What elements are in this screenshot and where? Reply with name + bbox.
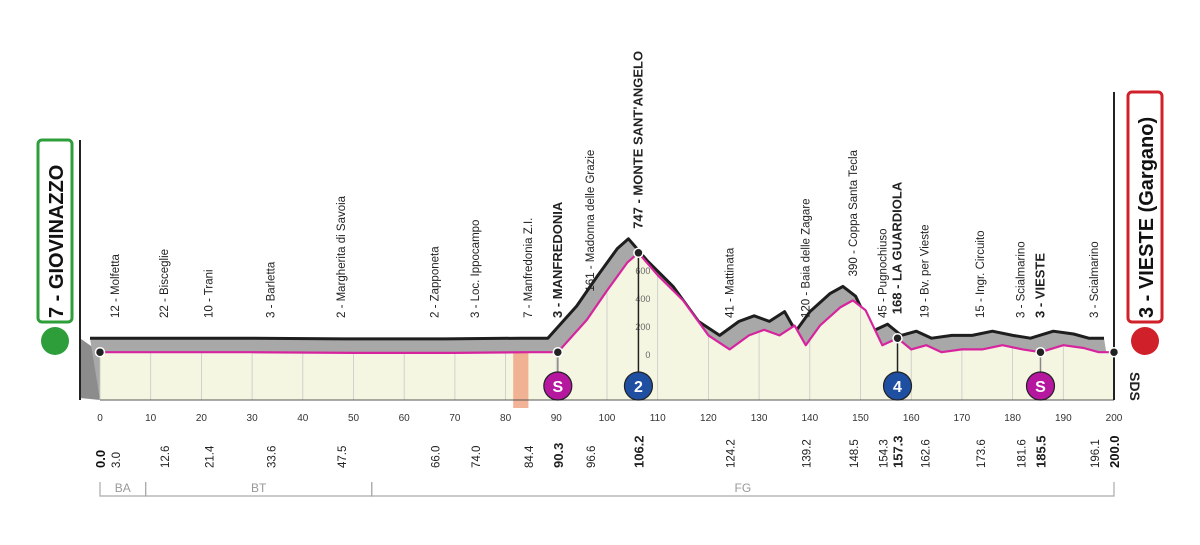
waypoint-km: 106.2 bbox=[631, 435, 646, 468]
y-tick-label: 0 bbox=[645, 350, 650, 360]
marker-point bbox=[892, 332, 903, 344]
finish-icon bbox=[1131, 327, 1159, 355]
waypoint-name: 45 - Pugnochiuso bbox=[877, 228, 889, 318]
x-tick-label: 180 bbox=[1004, 413, 1021, 424]
start-box bbox=[36, 138, 74, 324]
x-tick-label: 20 bbox=[196, 413, 208, 424]
waypoint-name: 2 - Zapponeta bbox=[430, 246, 442, 318]
x-tick-label: 120 bbox=[700, 413, 717, 424]
waypoint-km: 181.6 bbox=[1017, 439, 1029, 468]
waypoint-km: 47.5 bbox=[337, 446, 349, 468]
x-tick-label: 130 bbox=[751, 413, 768, 424]
x-tick-label: 100 bbox=[599, 413, 616, 424]
start-icon bbox=[41, 327, 69, 355]
x-tick-label: 160 bbox=[903, 413, 920, 424]
x-tick-label: 140 bbox=[801, 413, 818, 424]
waypoint-name: 3 - VIESTE bbox=[1032, 253, 1047, 318]
waypoint-km: 33.6 bbox=[266, 446, 278, 468]
y-tick-label: 200 bbox=[635, 322, 650, 332]
start-km: 0.0 bbox=[93, 450, 108, 468]
waypoint-km: 21.4 bbox=[204, 445, 216, 468]
marker-label: 4 bbox=[893, 379, 902, 396]
waypoint-name: 15 - Ingr. Circuito bbox=[975, 230, 987, 318]
x-tick-label: 50 bbox=[348, 413, 360, 424]
zone-bracket bbox=[371, 482, 1115, 497]
waypoint-km: 185.5 bbox=[1033, 435, 1048, 468]
waypoint-km: 90.3 bbox=[551, 443, 566, 468]
profile-ridge bbox=[90, 237, 1104, 341]
marker-label: 2 bbox=[634, 379, 643, 396]
marker-badge bbox=[882, 371, 913, 401]
finish-name: 3 - VIESTE (Gargano) bbox=[1136, 117, 1158, 318]
waypoint-name: 3 - Barletta bbox=[265, 261, 277, 318]
waypoint-name: 161 - Madonna delle Grazie bbox=[585, 150, 597, 292]
marker-label: S bbox=[1035, 379, 1046, 396]
waypoint-name: 7 - Manfredonia Z.I. bbox=[523, 218, 535, 318]
waypoint-name: 168 - LA GUARDIOLA bbox=[890, 181, 905, 314]
y-tick-label: 600 bbox=[635, 266, 650, 276]
marker-point bbox=[633, 247, 644, 259]
waypoint-km: 196.1 bbox=[1090, 439, 1102, 468]
waypoint-km: 124.2 bbox=[726, 439, 738, 468]
zone-name: BT bbox=[251, 481, 267, 495]
marker-badge bbox=[623, 371, 654, 401]
waypoint-km: 148.5 bbox=[849, 439, 861, 468]
waypoint-name: 390 - Coppa Santa Tecla bbox=[848, 149, 860, 276]
waypoint-name: 2 - Margherita di Savoia bbox=[336, 195, 348, 318]
x-tick-label: 40 bbox=[297, 413, 309, 424]
x-tick-label: 150 bbox=[852, 413, 869, 424]
x-tick-label: 80 bbox=[500, 413, 512, 424]
marker-point bbox=[1035, 346, 1046, 358]
feed-zone bbox=[513, 352, 529, 408]
waypoint-name: 3 - Loc. Ippocampo bbox=[470, 220, 482, 318]
waypoint-km: 12.6 bbox=[160, 446, 172, 468]
waypoint-km: 66.0 bbox=[431, 446, 443, 468]
x-tick-label: 60 bbox=[399, 413, 411, 424]
x-tick-label: 30 bbox=[247, 413, 259, 424]
waypoint-name: 3 - MANFREDONIA bbox=[550, 201, 565, 318]
waypoint-km: 154.3 bbox=[878, 439, 890, 468]
x-tick-label: 170 bbox=[954, 413, 971, 424]
marker-point bbox=[552, 346, 564, 358]
waypoint-name: 120 - Baia delle Zagare bbox=[801, 198, 813, 318]
x-tick-label: 90 bbox=[551, 413, 563, 424]
waypoint-km: 84.4 bbox=[524, 445, 536, 468]
zone-name: FG bbox=[735, 481, 752, 495]
x-tick-label: 0 bbox=[97, 413, 103, 424]
marker-badge bbox=[1025, 371, 1056, 401]
finish-point bbox=[1108, 346, 1120, 358]
waypoint-km: 74.0 bbox=[471, 446, 483, 468]
waypoint-km: 162.6 bbox=[920, 439, 932, 468]
waypoint-km: 139.2 bbox=[802, 439, 814, 468]
waypoint-km: 3.0 bbox=[111, 452, 123, 468]
waypoint-name: 12 - Molfetta bbox=[110, 253, 122, 318]
waypoint-name: 19 - Bv. per Vieste bbox=[919, 224, 931, 318]
marker-badge bbox=[543, 371, 573, 401]
brand: SDS bbox=[1127, 372, 1143, 401]
waypoint-name: 747 - MONTE SANT'ANGELO bbox=[630, 51, 645, 229]
marker-label: S bbox=[552, 379, 563, 396]
waypoint-name: 3 - Scialmarino bbox=[1089, 241, 1101, 318]
zone-name: BA bbox=[115, 481, 131, 495]
start-name: 7 - GIOVINAZZO bbox=[46, 165, 68, 318]
y-tick-label: 400 bbox=[635, 294, 650, 304]
waypoint-km: 173.6 bbox=[976, 439, 988, 468]
start-point bbox=[94, 346, 106, 358]
waypoint-name: 3 - Scialmarino bbox=[1016, 241, 1028, 318]
x-tick-label: 190 bbox=[1055, 413, 1072, 424]
x-tick-label: 70 bbox=[449, 413, 461, 424]
finish-km: 200.0 bbox=[1107, 435, 1122, 468]
profile-line bbox=[100, 251, 1114, 354]
waypoint-name: 22 - Bisceglie bbox=[159, 249, 171, 318]
waypoint-name: 10 - Trani bbox=[203, 269, 215, 318]
waypoint-km: 96.6 bbox=[586, 446, 598, 468]
x-tick-label: 200 bbox=[1106, 413, 1123, 424]
waypoint-name: 41 - Mattinata bbox=[725, 247, 737, 318]
finish-box bbox=[1126, 90, 1164, 324]
x-tick-label: 110 bbox=[650, 413, 666, 424]
waypoint-km: 157.3 bbox=[891, 435, 906, 468]
x-tick-label: 10 bbox=[145, 413, 157, 424]
